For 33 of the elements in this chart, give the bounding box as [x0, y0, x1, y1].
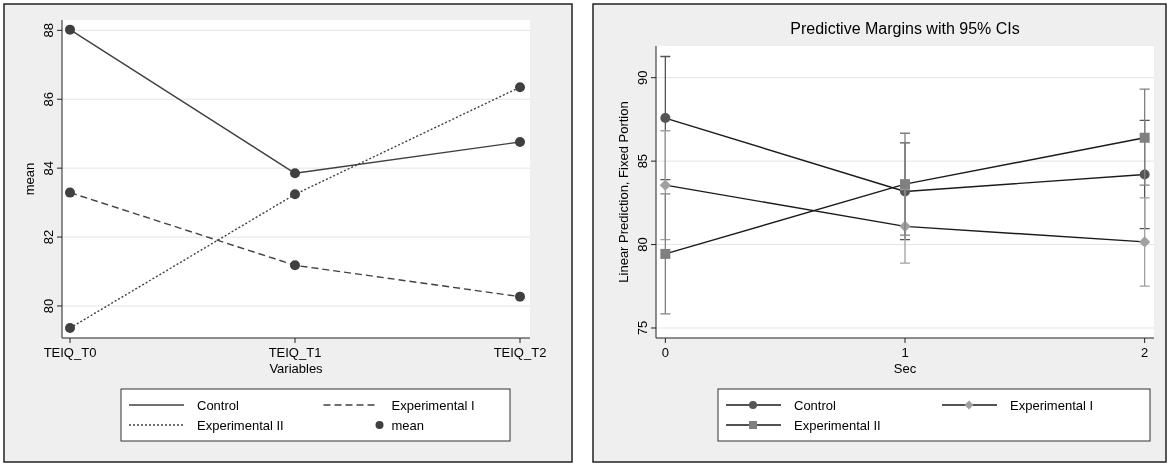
y-tick-label: 80 — [635, 237, 650, 252]
y-tick-label: 85 — [635, 153, 650, 169]
legend-label: mean — [391, 418, 425, 433]
point — [660, 248, 671, 259]
legend-label: Experimental I — [1010, 398, 1094, 413]
point — [900, 179, 910, 190]
y-tick-label: 75 — [635, 320, 650, 336]
x-tick-label: 0 — [661, 345, 669, 360]
legend-label: Control — [794, 398, 837, 413]
y-axis-title: Linear Prediction, Fixed Portion — [616, 101, 631, 283]
y-axis-title: mean — [22, 162, 37, 196]
y-tick-label: 88 — [41, 23, 56, 38]
x-tick-label: TEIQ_T0 — [43, 345, 97, 360]
point — [659, 179, 671, 191]
point — [1139, 132, 1150, 143]
x-tick-label: 2 — [1141, 345, 1149, 360]
legend-label: Control — [197, 398, 240, 413]
x-axis-title: Sec — [893, 361, 917, 376]
x-tick-label: 1 — [901, 345, 909, 360]
point — [1138, 236, 1151, 248]
y-tick-label: 90 — [635, 70, 650, 85]
chart-title: Predictive Margins with 95% CIs — [790, 20, 1020, 37]
y-tick-label: 84 — [41, 160, 56, 176]
point — [660, 113, 671, 124]
legend-label: Experimental II — [794, 418, 881, 433]
y-tick-label: 80 — [41, 298, 56, 314]
y-tick-label: 82 — [41, 229, 56, 245]
x-tick-label: TEIQ_T2 — [493, 345, 547, 360]
legend-label: Experimental I — [391, 398, 475, 413]
x-axis-title: Variables — [269, 361, 324, 376]
legend-label: Experimental II — [197, 418, 284, 433]
y-tick-label: 86 — [41, 92, 56, 107]
x-tick-label: TEIQ_T1 — [268, 345, 322, 360]
